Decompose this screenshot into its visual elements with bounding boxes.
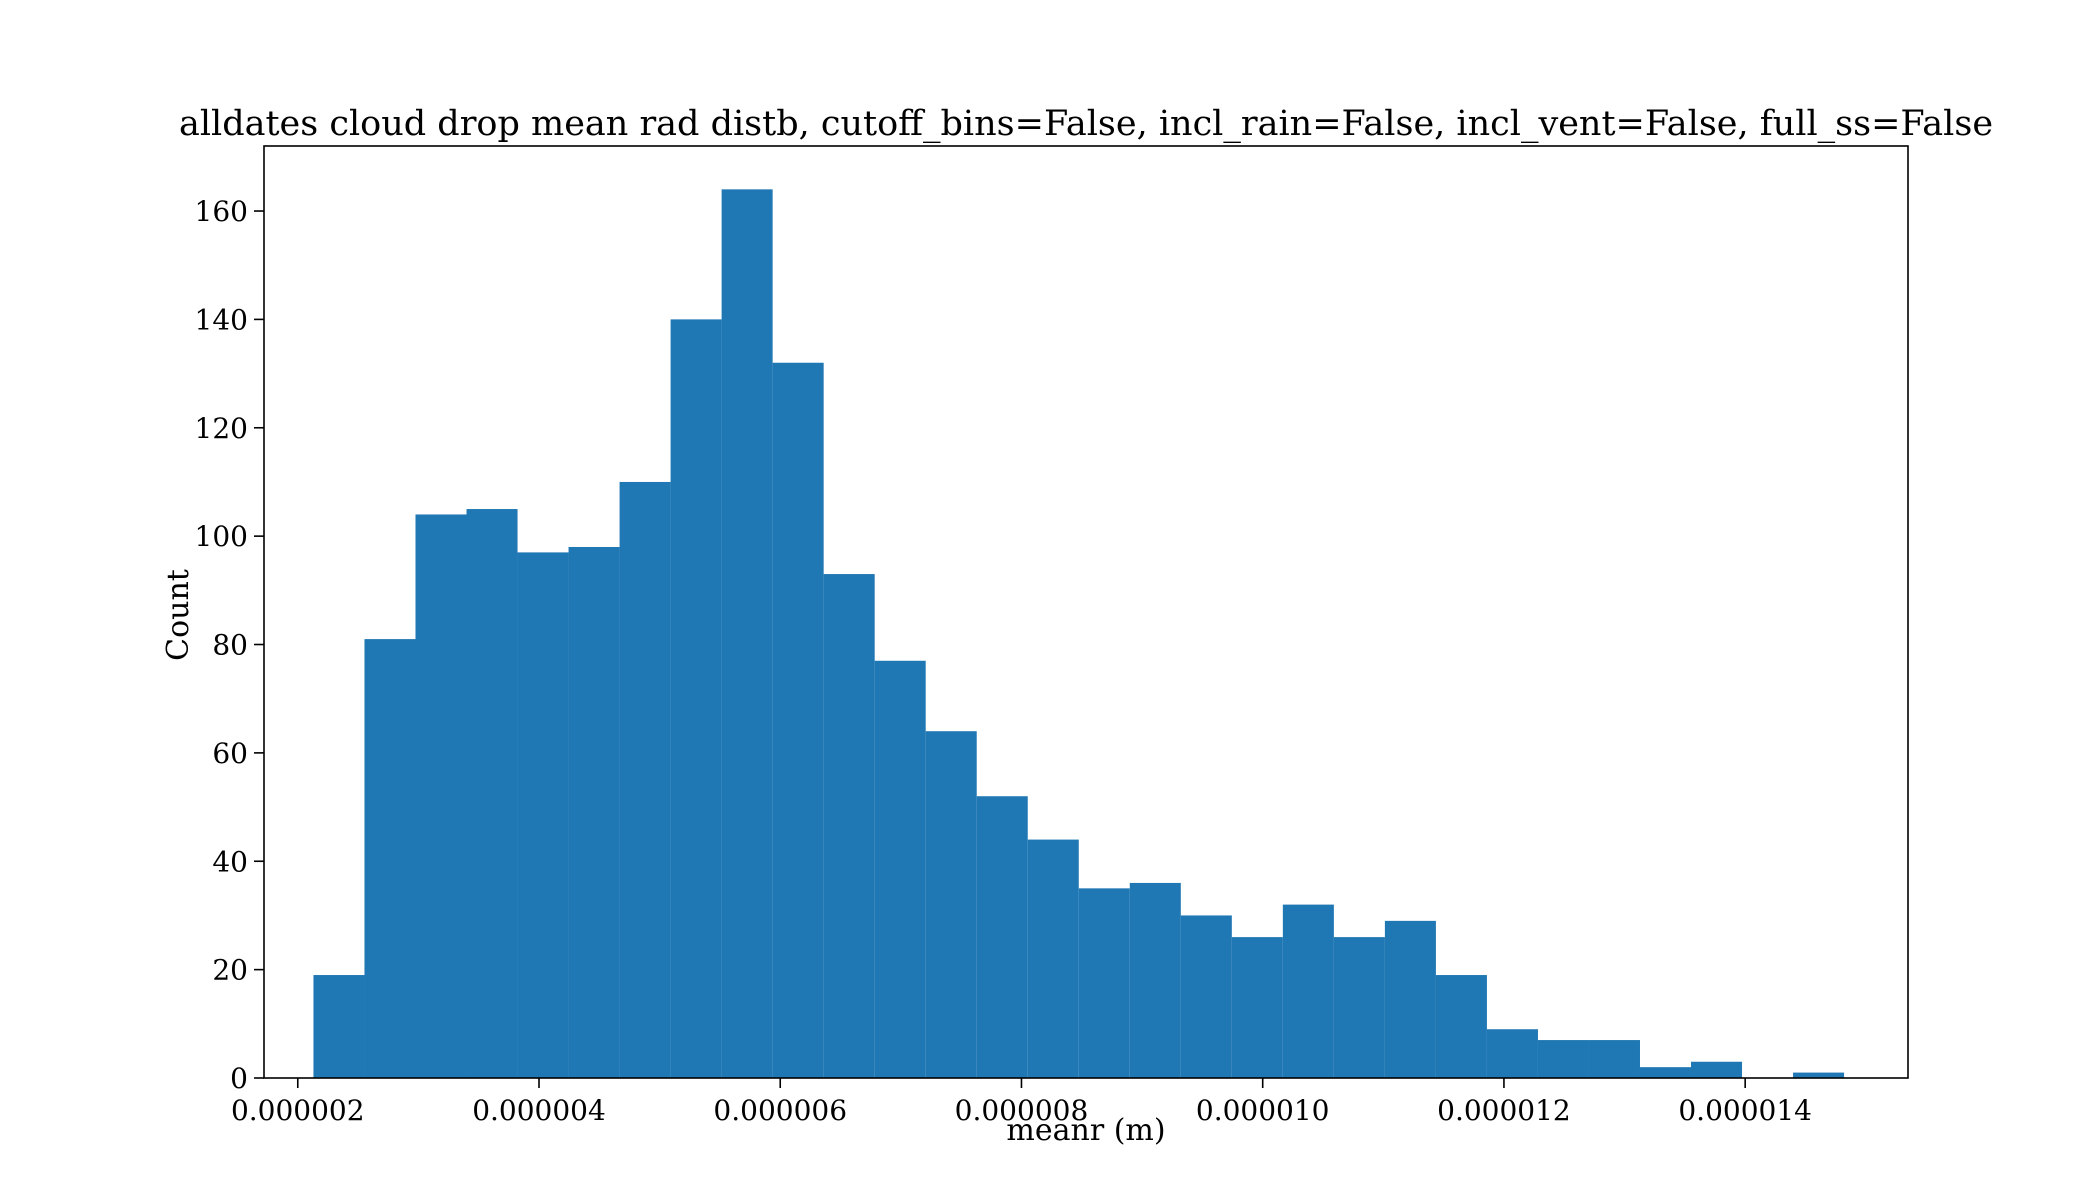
- chart-title: alldates cloud drop mean rad distb, cuto…: [179, 104, 1993, 144]
- histogram-bar: [313, 975, 365, 1078]
- histogram-bar: [1231, 937, 1283, 1078]
- histogram-bar: [1180, 915, 1232, 1078]
- histogram-bar: [1333, 937, 1385, 1078]
- histogram-bar: [1078, 888, 1130, 1078]
- histogram-bar: [1282, 904, 1334, 1078]
- x-axis: 0.000002 0.000004 0.000006 0.000008 0.000010…: [231, 1078, 1812, 1127]
- histogram-bar: [1384, 920, 1436, 1078]
- bars-group: [313, 189, 1845, 1079]
- histogram-bar: [925, 731, 977, 1078]
- histogram-bar: [517, 552, 569, 1078]
- histogram-bar: [823, 574, 875, 1078]
- y-tick-label: 20: [212, 954, 248, 987]
- y-tick-label: 60: [212, 737, 248, 770]
- y-tick-label: 140: [195, 303, 248, 336]
- y-axis: 0 20 40 60 80 100 120 140 160: [195, 195, 264, 1095]
- y-tick-label: 160: [195, 195, 248, 228]
- histogram-bar: [415, 514, 467, 1078]
- x-tick-label: 0.000012: [1437, 1094, 1571, 1127]
- y-tick-label: 0: [230, 1062, 248, 1095]
- histogram-bar: [1588, 1040, 1640, 1078]
- histogram-bar: [1486, 1029, 1538, 1078]
- histogram-bar: [721, 189, 773, 1079]
- histogram-bar: [466, 509, 518, 1078]
- histogram-bar: [619, 481, 671, 1078]
- histogram-bar: [1691, 1061, 1743, 1078]
- x-axis-label: meanr (m): [1006, 1113, 1165, 1148]
- y-tick-label: 100: [195, 520, 248, 553]
- histogram-bar: [1793, 1072, 1845, 1078]
- x-tick-label: 0.000008: [955, 1094, 1089, 1127]
- histogram-bar: [670, 319, 722, 1078]
- plot-area-frame: [263, 145, 1909, 1079]
- x-tick-label: 0.000004: [472, 1094, 606, 1127]
- histogram-bar: [364, 639, 416, 1078]
- y-tick-label: 120: [195, 412, 248, 445]
- x-tick-label: 0.000006: [713, 1094, 847, 1127]
- y-axis-label: Count: [161, 569, 196, 661]
- y-tick-label: 80: [212, 629, 248, 662]
- histogram-bar: [568, 546, 620, 1078]
- x-tick-label: 0.000010: [1196, 1094, 1330, 1127]
- histogram-bar: [1129, 882, 1181, 1078]
- histogram-bar: [1027, 839, 1079, 1078]
- x-tick-label: 0.000014: [1678, 1094, 1812, 1127]
- histogram-bar: [1537, 1040, 1589, 1078]
- histogram-bar: [1639, 1067, 1692, 1078]
- histogram-bar: [772, 362, 824, 1079]
- y-tick-label: 40: [212, 845, 248, 878]
- x-tick-label: 0.000002: [231, 1094, 365, 1127]
- histogram-bar: [874, 660, 926, 1078]
- histogram-bar: [1435, 975, 1487, 1078]
- histogram-bar: [976, 796, 1028, 1078]
